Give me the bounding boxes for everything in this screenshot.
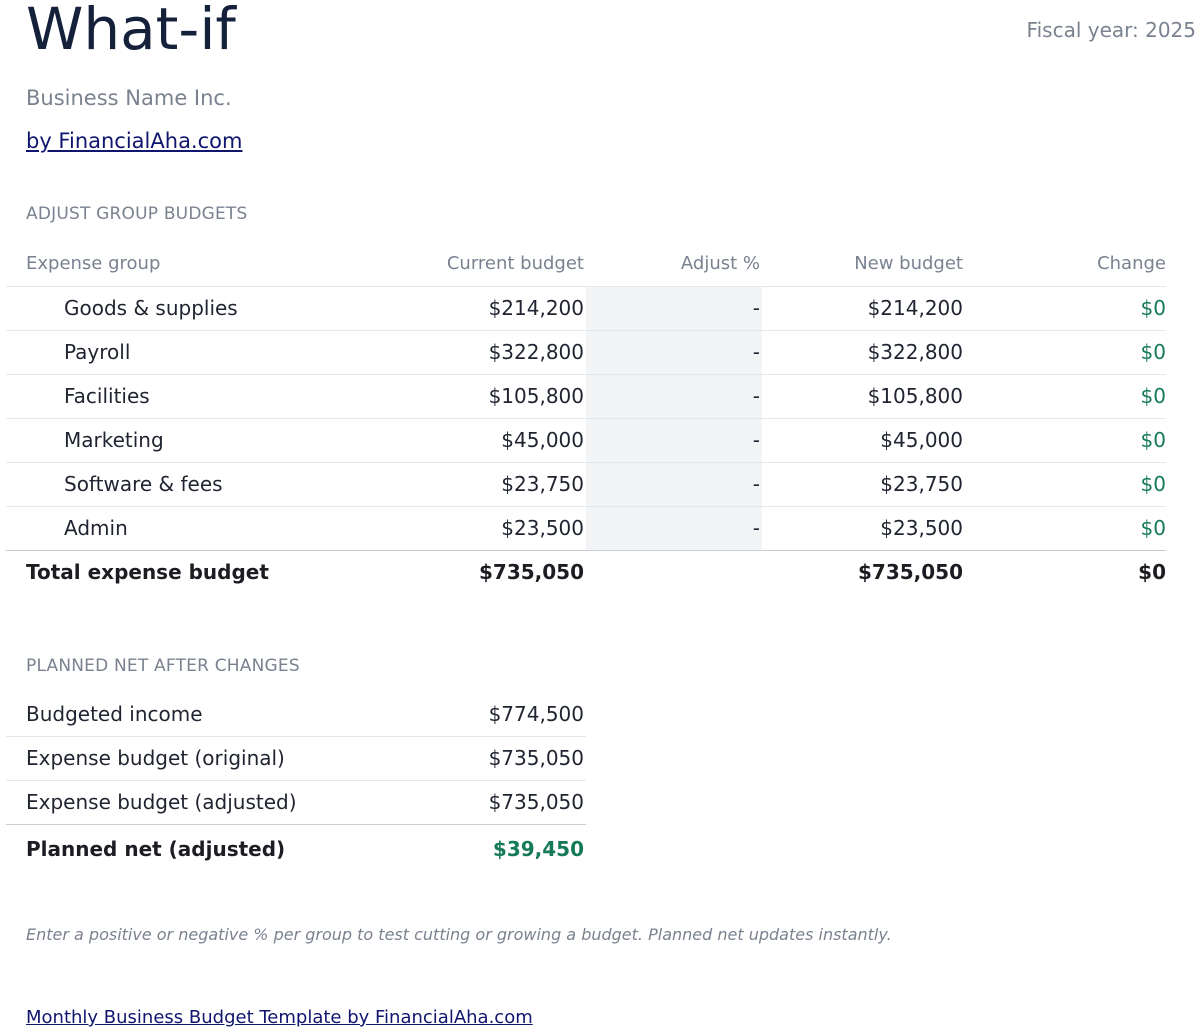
footer-template-link[interactable]: Monthly Business Budget Template by Fina…	[26, 1007, 533, 1028]
adjust-percent-input[interactable]: -	[752, 384, 760, 408]
net-table: Budgeted income $774,500 Expense budget …	[6, 693, 586, 873]
current-budget-value: $23,500	[501, 516, 584, 540]
net-row-value: $735,050	[488, 790, 584, 814]
col-expense-group: Expense group	[26, 253, 161, 274]
adjust-table-body: Goods & supplies $214,200 - $214,200 $0 …	[6, 287, 1166, 551]
current-budget-value: $322,800	[488, 340, 584, 364]
change-value: $0	[1140, 296, 1166, 320]
planned-net-label: Planned net (adjusted)	[26, 837, 286, 861]
change-value: $0	[1140, 472, 1166, 496]
group-name: Software & fees	[64, 472, 223, 496]
col-new-budget: New budget	[854, 253, 963, 274]
net-row-value: $774,500	[488, 702, 584, 726]
new-budget-value: $23,500	[880, 516, 963, 540]
new-budget-value: $105,800	[867, 384, 963, 408]
total-change: $0	[1138, 560, 1166, 584]
col-change: Change	[1097, 253, 1166, 274]
current-budget-value: $214,200	[488, 296, 584, 320]
group-name: Goods & supplies	[64, 296, 238, 320]
net-row-label: Expense budget (adjusted)	[26, 790, 297, 814]
instruction-note: Enter a positive or negative % per group…	[26, 925, 892, 944]
adjust-percent-input[interactable]: -	[752, 428, 760, 452]
adjust-percent-input[interactable]: -	[752, 296, 760, 320]
new-budget-value: $23,750	[880, 472, 963, 496]
net-row-expense-adjusted: Expense budget (adjusted) $735,050	[6, 781, 586, 825]
net-row-label: Budgeted income	[26, 702, 203, 726]
net-section-label: PLANNED NET AFTER CHANGES	[26, 656, 300, 676]
new-budget-value: $322,800	[867, 340, 963, 364]
adjust-percent-input[interactable]: -	[752, 340, 760, 364]
group-name: Facilities	[64, 384, 150, 408]
total-current-budget: $735,050	[478, 560, 584, 584]
current-budget-value: $105,800	[488, 384, 584, 408]
planned-net-value: $39,450	[492, 837, 584, 861]
col-adjust-percent: Adjust %	[680, 253, 760, 274]
total-label: Total expense budget	[26, 560, 269, 584]
adjust-input-cell[interactable]	[586, 331, 762, 374]
change-value: $0	[1140, 516, 1166, 540]
total-row-container: Total expense budget $735,050 $735,050 $…	[6, 549, 1166, 595]
header-row: Expense group Current budget Adjust % Ne…	[6, 242, 1166, 287]
adjust-input-cell[interactable]	[586, 507, 762, 550]
change-value: $0	[1140, 428, 1166, 452]
adjust-table-header: Expense group Current budget Adjust % Ne…	[6, 242, 1166, 287]
business-name: Business Name Inc.	[26, 86, 232, 110]
current-budget-value: $45,000	[501, 428, 584, 452]
net-row-value: $735,050	[488, 746, 584, 770]
total-row: Total expense budget $735,050 $735,050 $…	[6, 549, 1166, 595]
group-name: Payroll	[64, 340, 131, 364]
table-row: Goods & supplies $214,200 - $214,200 $0	[6, 287, 1166, 331]
table-row: Facilities $105,800 - $105,800 $0	[6, 375, 1166, 419]
adjust-percent-input[interactable]: -	[752, 516, 760, 540]
net-row-label: Expense budget (original)	[26, 746, 285, 770]
table-row: Payroll $322,800 - $322,800 $0	[6, 331, 1166, 375]
table-row: Software & fees $23,750 - $23,750 $0	[6, 463, 1166, 507]
planned-net-row: Planned net (adjusted) $39,450	[6, 825, 586, 873]
new-budget-value: $214,200	[867, 296, 963, 320]
col-current-budget: Current budget	[446, 253, 584, 274]
group-name: Marketing	[64, 428, 164, 452]
new-budget-value: $45,000	[880, 428, 963, 452]
current-budget-value: $23,750	[501, 472, 584, 496]
adjust-input-cell[interactable]	[586, 375, 762, 418]
adjust-input-cell[interactable]	[586, 463, 762, 506]
change-value: $0	[1140, 384, 1166, 408]
net-row-expense-original: Expense budget (original) $735,050	[6, 737, 586, 781]
total-new-budget: $735,050	[857, 560, 963, 584]
by-financialaha-link[interactable]: by FinancialAha.com	[26, 129, 243, 153]
adjust-input-cell[interactable]	[586, 419, 762, 462]
net-row-income: Budgeted income $774,500	[6, 693, 586, 737]
table-row: Admin $23,500 - $23,500 $0	[6, 507, 1166, 551]
change-value: $0	[1140, 340, 1166, 364]
group-name: Admin	[64, 516, 128, 540]
adjust-percent-input[interactable]: -	[752, 472, 760, 496]
adjust-input-cell[interactable]	[586, 287, 762, 330]
page-title: What-if	[26, 0, 236, 63]
fiscal-year-label: Fiscal year: 2025	[1026, 18, 1196, 42]
adjust-section-label: ADJUST GROUP BUDGETS	[26, 204, 248, 224]
table-row: Marketing $45,000 - $45,000 $0	[6, 419, 1166, 463]
